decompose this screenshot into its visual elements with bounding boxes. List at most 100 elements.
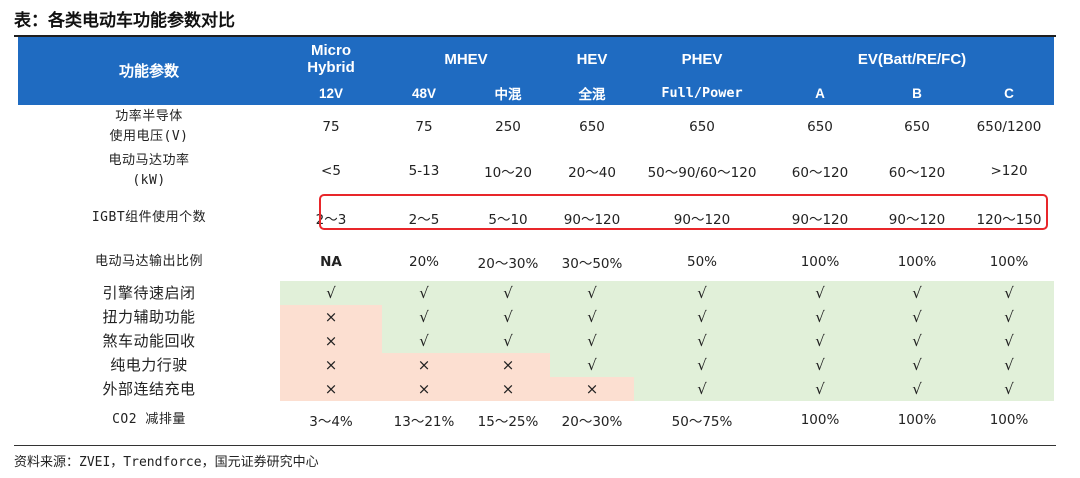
table-cell: √ (634, 329, 770, 353)
table-cell: 20% (408, 254, 439, 270)
table-cell: √ (550, 305, 634, 329)
table-cell: 20～30% (561, 414, 623, 430)
table-cell: 650 (904, 119, 930, 135)
table-cell: √ (770, 281, 870, 305)
table-cell: 100% (989, 412, 1029, 428)
row-label: 引擎待速启闭 (102, 284, 196, 302)
table-cell: 100% (897, 412, 937, 428)
table-cell: 20～40 (568, 165, 616, 181)
table-cell: 250 (495, 119, 521, 135)
table-cell: √ (964, 353, 1055, 377)
table-cell: 60～120 (888, 165, 946, 181)
table-cell: √ (870, 329, 964, 353)
table-cell: × (280, 353, 382, 377)
table-cell: 100% (897, 254, 937, 270)
sub-header: 12V (280, 81, 382, 105)
table-cell: 100% (989, 254, 1029, 270)
comparison-table: 功能参数 Micro Hybrid MHEV HEV PHEV EV(Batt/… (18, 37, 1055, 439)
table-cell: × (466, 353, 550, 377)
table-cell: × (280, 377, 382, 401)
table-cell: × (466, 377, 550, 401)
table-cell: √ (770, 329, 870, 353)
table-cell: √ (634, 281, 770, 305)
table-cell: 90～120 (563, 212, 621, 228)
table-cell: × (550, 377, 634, 401)
igbt-highlight-box (319, 194, 1048, 230)
table-cell: 90～120 (673, 212, 731, 228)
table-cell: √ (634, 305, 770, 329)
top-rule (14, 35, 1056, 37)
row-label: 功率半导体 使用电压(V) (109, 109, 189, 144)
table-cell: 90～120 (888, 212, 946, 228)
table-cell: 15～25% (477, 414, 539, 430)
table-cell: 10～20 (484, 165, 532, 181)
table-cell: √ (466, 281, 550, 305)
sub-header: Full/Power (634, 81, 770, 105)
table-row-igbt: IGBT组件使用个数 2～3 2～5 5～10 90～120 90～120 90… (18, 193, 1054, 243)
table-row-feature-torque-assist: 扭力辅助功能 × √ √ √ √ √ √ √ (18, 305, 1055, 329)
table-cell: 2～3 (315, 212, 347, 228)
table-cell: √ (382, 329, 466, 353)
table-row-feature-idle-stop: 引擎待速启闭 √ √ √ √ √ √ √ √ (18, 281, 1055, 305)
table-cell: 5～10 (488, 212, 528, 228)
table-row-feature-regen-braking: 煞车动能回收 × √ √ √ √ √ √ √ (18, 329, 1055, 353)
table-cell: √ (466, 329, 550, 353)
table-cell: <5 (321, 163, 341, 179)
table-cell: √ (634, 377, 770, 401)
table-cell: √ (870, 377, 964, 401)
table-cell: 20～30% (477, 256, 539, 272)
table-cell: √ (634, 353, 770, 377)
table-cell: √ (280, 281, 382, 305)
table-row-co2: CO2 减排量 3～4% 13～21% 15～25% 20～30% 50～75%… (18, 401, 1054, 439)
sub-header: 中混 (466, 81, 550, 105)
table-cell: × (382, 377, 466, 401)
table-cell: 75 (415, 119, 433, 135)
header-group-hev: HEV (550, 37, 634, 81)
table-cell: × (280, 305, 382, 329)
row-label: 扭力辅助功能 (102, 308, 196, 326)
table-cell: × (382, 353, 466, 377)
row-label: 电动马达功率 (kW) (108, 153, 190, 188)
table-cell: √ (466, 305, 550, 329)
table-cell: √ (964, 305, 1055, 329)
table-cell: 650 (689, 119, 715, 135)
table-cell: 30～50% (561, 256, 623, 272)
sub-header: A (770, 81, 870, 105)
table-cell: 5-13 (408, 163, 440, 179)
row-label: CO2 减排量 (112, 412, 186, 427)
table-cell: √ (550, 353, 634, 377)
sub-header: 全混 (550, 81, 634, 105)
table-cell: 650 (579, 119, 605, 135)
table-row-motor-ratio: 电动马达输出比例 NA 20% 20～30% 30～50% 50% 100% 1… (18, 243, 1054, 281)
sub-header: B (870, 81, 964, 105)
table-cell: √ (382, 281, 466, 305)
header-group-ev: EV(Batt/RE/FC) (770, 37, 1055, 81)
table-cell: 50～75% (671, 414, 733, 430)
table-cell: √ (870, 305, 964, 329)
table-cell: √ (964, 377, 1055, 401)
bottom-rule (14, 445, 1056, 446)
table-cell: × (280, 329, 382, 353)
header-group-mhev: MHEV (382, 37, 550, 81)
table-cell: 75 (322, 119, 340, 135)
table-cell: 650 (807, 119, 833, 135)
row-label: 电动马达输出比例 (94, 254, 203, 269)
table-cell: √ (870, 353, 964, 377)
row-label: 煞车动能回收 (102, 332, 196, 350)
table-cell: 3～4% (309, 414, 353, 430)
table-cell: √ (870, 281, 964, 305)
source-note: 资料来源：ZVEI，Trendforce，国元证券研究中心 (14, 455, 319, 470)
sub-header: 48V (382, 81, 466, 105)
table-row-voltage: 功率半导体 使用电压(V) 75 75 250 650 650 650 650 … (18, 105, 1054, 149)
table-cell: NA (320, 254, 342, 270)
table-cell: √ (770, 353, 870, 377)
header-param-label: 功能参数 (18, 37, 280, 105)
header-group-phev: PHEV (634, 37, 770, 81)
table-cell: √ (770, 305, 870, 329)
table-row-feature-external-charging: 外部连结充电 × × × × √ √ √ √ (18, 377, 1055, 401)
table-cell: 650/1200 (976, 119, 1042, 135)
row-label: 纯电力行驶 (110, 356, 188, 374)
table-cell: 120～150 (976, 212, 1042, 228)
table-cell: 100% (800, 254, 840, 270)
page-title: 表：各类电动车功能参数对比 (14, 11, 235, 31)
